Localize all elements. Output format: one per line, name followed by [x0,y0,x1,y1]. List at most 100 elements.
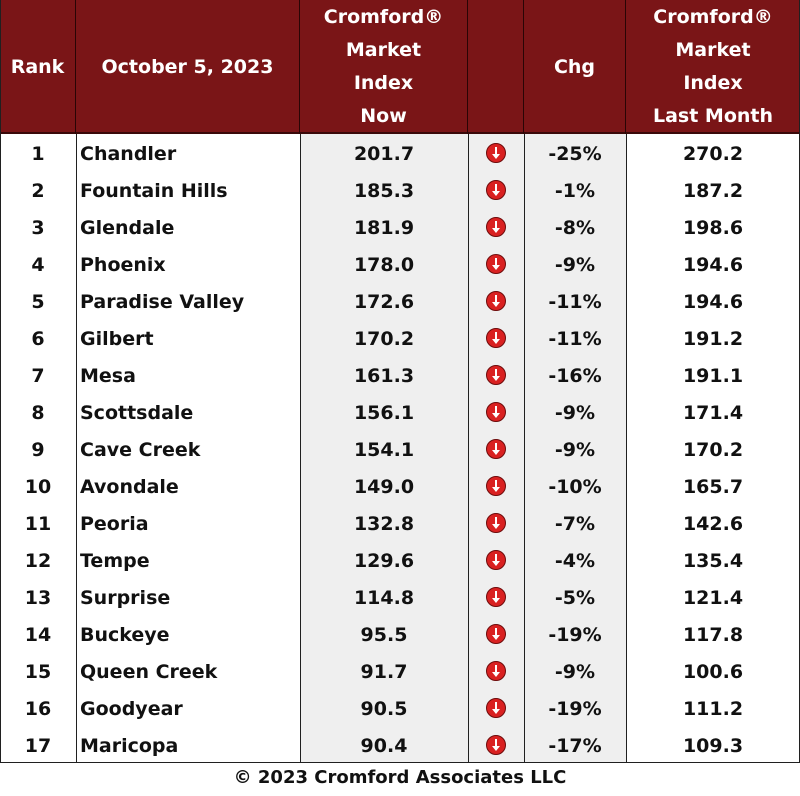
change-cell: -5% [554,587,596,609]
index-now-cell: 178.0 [353,254,415,276]
header-now-line: Now [360,105,407,127]
down-arrow-icon [486,698,506,718]
trend-cell [468,654,524,691]
rank-cell: 3 [31,217,45,239]
trend-cell [468,691,524,728]
trend-cell [468,506,524,543]
now-chg-column-bg [300,134,626,762]
change-cell: -8% [554,217,596,239]
city-cell: Avondale [80,476,179,498]
city-cell: Tempe [80,550,150,572]
index-last-month-cell: 198.6 [682,217,744,239]
city-cell: Phoenix [80,254,166,276]
city-cell: Glendale [80,217,175,239]
rank-cell: 14 [24,624,52,646]
header-index-last-month: Cromford® Market Index Last Month [626,0,800,134]
city-cell: Surprise [80,587,171,609]
down-arrow-icon [486,624,506,644]
down-arrow-icon [486,735,506,755]
change-cell: -9% [554,402,596,424]
table-row: 16 Goodyear 90.5 -19% 111.2 [0,691,800,728]
index-now-cell: 201.7 [353,143,415,165]
city-cell: Queen Creek [80,661,218,683]
down-arrow-icon [486,587,506,607]
trend-cell [468,173,524,210]
index-now-cell: 161.3 [353,365,415,387]
trend-cell [468,321,524,358]
table-row: 6 Gilbert 170.2 -11% 191.2 [0,321,800,358]
trend-cell [468,728,524,765]
rank-cell: 6 [31,328,45,350]
header-last-line: Index [683,72,743,94]
header-chg: Chg [524,0,626,134]
rank-cell: 17 [24,735,52,757]
table-row: 7 Mesa 161.3 -16% 191.1 [0,358,800,395]
table-row: 10 Avondale 149.0 -10% 165.7 [0,469,800,506]
down-arrow-icon [486,180,506,200]
index-now-cell: 156.1 [353,402,415,424]
city-cell: Cave Creek [80,439,201,461]
down-arrow-icon [486,217,506,237]
down-arrow-icon [486,661,506,681]
table-row: 15 Queen Creek 91.7 -9% 100.6 [0,654,800,691]
index-now-cell: 181.9 [353,217,415,239]
city-cell: Goodyear [80,698,183,720]
down-arrow-icon [486,439,506,459]
header-last-line: Market [675,39,751,61]
table-row: 5 Paradise Valley 172.6 -11% 194.6 [0,284,800,321]
table-row: 4 Phoenix 178.0 -9% 194.6 [0,247,800,284]
city-cell: Scottsdale [80,402,194,424]
header-date-label: October 5, 2023 [101,55,274,78]
rank-cell: 9 [31,439,45,461]
copyright-footer: © 2023 Cromford Associates LLC [233,767,567,788]
grid-line [0,762,800,763]
table-row: 12 Tempe 129.6 -4% 135.4 [0,543,800,580]
grid-line [468,134,469,762]
down-arrow-icon [486,476,506,496]
trend-cell [468,136,524,173]
header-chg-label: Chg [553,55,596,78]
trend-cell [468,284,524,321]
city-cell: Paradise Valley [80,291,245,313]
grid-line [524,134,525,762]
index-last-month-cell: 109.3 [682,735,744,757]
header-date: October 5, 2023 [76,0,300,134]
index-last-month-cell: 117.8 [682,624,744,646]
index-now-cell: 90.4 [360,735,408,757]
grid-line [626,134,627,762]
change-cell: -11% [548,291,602,313]
table-row: 9 Cave Creek 154.1 -9% 170.2 [0,432,800,469]
index-last-month-cell: 171.4 [682,402,744,424]
index-now-cell: 114.8 [353,587,415,609]
header-rank-label: Rank [10,55,65,78]
index-now-cell: 132.8 [353,513,415,535]
table-row: 3 Glendale 181.9 -8% 198.6 [0,210,800,247]
change-cell: -11% [548,328,602,350]
city-cell: Chandler [80,143,177,165]
header-icon-column [468,0,524,134]
rank-cell: 5 [31,291,45,313]
index-now-cell: 149.0 [353,476,415,498]
rank-cell: 15 [24,661,52,683]
change-cell: -9% [554,254,596,276]
rank-cell: 11 [24,513,52,535]
last-month-column-bg [626,134,800,762]
header-last-line: Cromford® [653,6,773,28]
index-now-cell: 91.7 [360,661,408,683]
index-now-cell: 90.5 [360,698,408,720]
trend-cell [468,469,524,506]
index-last-month-cell: 187.2 [682,180,744,202]
grid-line [76,134,77,762]
index-last-month-cell: 194.6 [682,254,744,276]
change-cell: -19% [548,624,602,646]
change-cell: -7% [554,513,596,535]
rank-cell: 12 [24,550,52,572]
header-now-line: Cromford® [323,6,444,28]
rank-cell: 8 [31,402,45,424]
trend-cell [468,580,524,617]
index-now-cell: 170.2 [353,328,415,350]
down-arrow-icon [486,513,506,533]
city-cell: Buckeye [80,624,170,646]
table-row: 17 Maricopa 90.4 -17% 109.3 [0,728,800,765]
change-cell: -25% [548,143,602,165]
